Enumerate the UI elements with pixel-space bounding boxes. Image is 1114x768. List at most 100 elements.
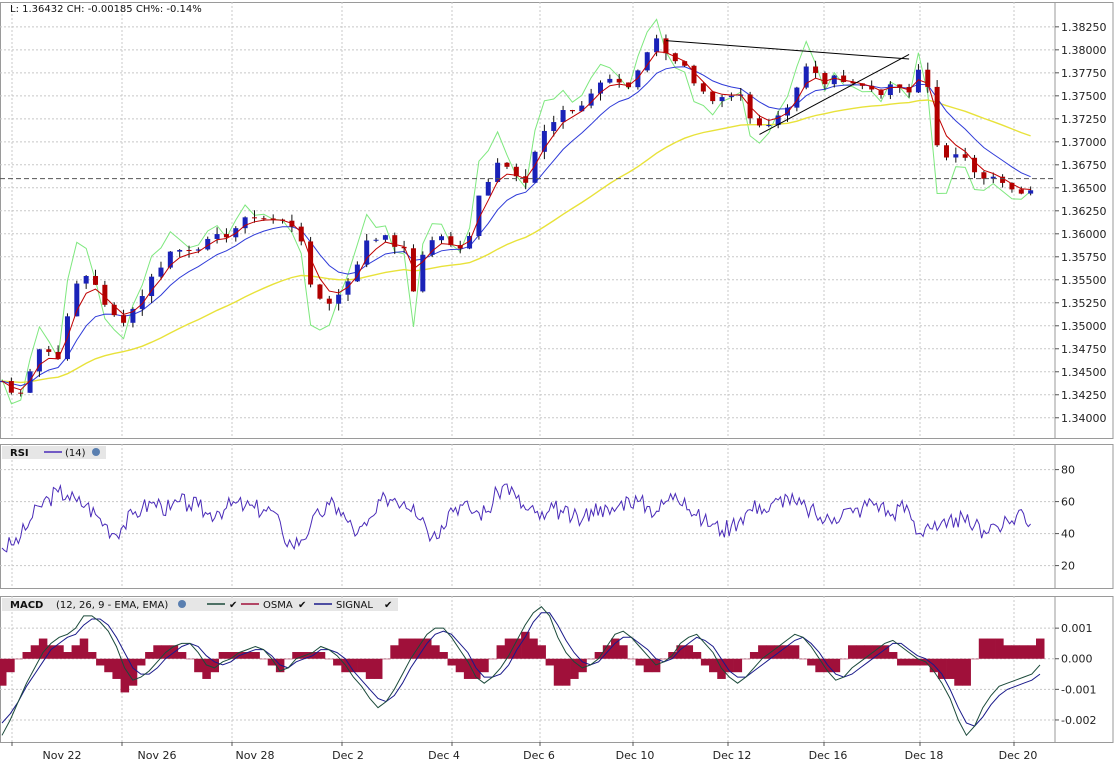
osma-bar (226, 652, 236, 659)
candle-body (915, 69, 921, 93)
osma-bar (210, 658, 220, 673)
price-tick-label: 1.34500 (1061, 366, 1107, 379)
candle-body (569, 110, 575, 112)
osma-bar (251, 652, 260, 659)
candle-body (242, 217, 248, 229)
osma-bar (267, 658, 277, 666)
osma-bar (55, 645, 64, 659)
candle-body (607, 78, 613, 83)
candle-body (551, 122, 557, 131)
osma-bar (1036, 638, 1045, 659)
candle-body (822, 72, 828, 85)
osma-bar (937, 658, 947, 679)
candle-body (1018, 189, 1024, 194)
osma-bar (398, 638, 407, 659)
osma-bar (627, 658, 636, 660)
price-tick-label: 1.36000 (1061, 228, 1107, 241)
candle-body (925, 69, 931, 87)
macd-params: (12, 26, 9 - EMA, EMA) (56, 600, 168, 611)
candle-body (93, 276, 99, 285)
osma-bar (790, 645, 800, 659)
candle-body (382, 235, 388, 240)
candle-body (803, 66, 809, 88)
candle-body (139, 296, 145, 309)
osma-bar (365, 658, 375, 679)
candle-body (635, 70, 641, 88)
candle-body (1000, 176, 1006, 183)
osma-bar (733, 658, 743, 673)
osma-bar (333, 658, 342, 666)
price-tick-label: 1.36750 (1061, 159, 1107, 172)
price-tick-label: 1.35000 (1061, 320, 1107, 333)
osma-bar (22, 652, 32, 659)
candle-body (336, 294, 342, 304)
osma-bar (373, 658, 383, 679)
osma-bar (504, 638, 514, 659)
macd-line (1, 606, 1041, 737)
osma-bar (798, 658, 808, 660)
osma-bar (1003, 645, 1012, 659)
osma-bar (578, 658, 587, 673)
osma-bar (463, 658, 473, 679)
osma-bar (390, 645, 399, 659)
candle-body (654, 38, 660, 53)
osma-bar (128, 658, 138, 686)
candle-body (83, 276, 89, 284)
macd-legend-check-icon[interactable]: ✔ (229, 600, 237, 611)
candle-body (326, 298, 332, 304)
trendline[interactable] (759, 53, 910, 135)
price-tick-label: 1.37000 (1061, 136, 1107, 149)
price-tick-label: 1.37250 (1061, 113, 1107, 126)
signal-legend-check-icon[interactable]: ✔ (384, 600, 392, 611)
candle-body (130, 308, 136, 323)
rsi-settings-icon[interactable] (92, 448, 100, 456)
osma-bar (194, 658, 203, 673)
osma-bar (660, 658, 669, 660)
osma-bar (480, 658, 489, 673)
rsi-title: RSI (10, 448, 29, 459)
rsi-panel[interactable]: 80 60 40 20 RSI (14) (0, 444, 1114, 589)
price-panel[interactable]: 1.38250 1.38000 1.37750 1.37500 1.37250 1.370… (0, 2, 1114, 439)
candle-body (691, 65, 697, 84)
osma-legend-check-icon[interactable]: ✔ (298, 600, 306, 611)
candle-body (700, 83, 706, 92)
x-tick-label: Nov 26 (138, 749, 177, 762)
osma-bar (864, 645, 873, 659)
candle-body (981, 172, 987, 179)
price-tick-label: 1.37500 (1061, 90, 1107, 103)
osma-bar (71, 645, 81, 659)
osma-bar (243, 652, 252, 659)
macd-settings-icon[interactable] (178, 600, 186, 608)
x-tick-label: Dec 18 (905, 749, 944, 762)
osma-bar (897, 658, 906, 666)
trendline[interactable] (665, 40, 910, 60)
candle-body (439, 236, 445, 241)
x-tick-label: Dec 20 (999, 749, 1038, 762)
osma-bar (6, 658, 15, 673)
price-tick-label: 1.38000 (1061, 44, 1107, 57)
candle-body (859, 83, 865, 86)
candle-body (775, 115, 781, 126)
candle-body (18, 392, 24, 394)
osma-bar (594, 652, 604, 659)
candle-body (345, 281, 351, 295)
candle-body (1028, 190, 1034, 194)
osma-bar (136, 658, 146, 666)
osma-bar (455, 658, 465, 673)
osma-bar (96, 658, 105, 666)
macd-panel[interactable]: 0.001 0.000 -0.001 -0.002 MACD (12, 26, 9 - E… (0, 596, 1114, 743)
candle-body (270, 218, 276, 220)
mid-average-line (1, 66, 1031, 387)
osma-bar (537, 645, 546, 659)
osma-bar (324, 658, 334, 660)
osma-bar (619, 645, 628, 659)
osma-legend-label: OSMA (263, 600, 293, 611)
candle-body (308, 241, 314, 285)
osma-bar (259, 658, 269, 660)
osma-bar (47, 645, 56, 659)
osma-bar (120, 658, 130, 693)
candle-body (392, 235, 398, 247)
candle-body (177, 250, 183, 252)
osma-bar (986, 638, 996, 659)
